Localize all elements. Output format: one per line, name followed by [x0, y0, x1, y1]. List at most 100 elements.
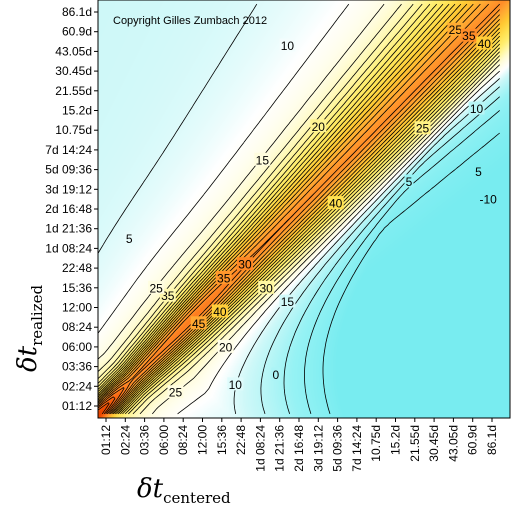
contour-label: 10: [470, 102, 484, 116]
contour-label: 25: [416, 122, 430, 136]
contour-label: -10: [479, 193, 497, 207]
x-axis-title: δtcentered: [137, 474, 231, 507]
x-tick-label: 10.75d: [369, 425, 383, 462]
contour-label-bg: [217, 339, 234, 353]
contour-label: 20: [312, 120, 326, 134]
contour-label-bg: [148, 280, 165, 294]
contour-line: [98, 387, 125, 415]
y-tick-label: 43.05d: [55, 44, 92, 58]
y-tick-label: 3d 19:12: [45, 182, 92, 196]
y-tick-label: 86.1d: [62, 5, 92, 19]
contour-label: 0: [272, 368, 279, 382]
y-tick-label: 08:24: [62, 320, 92, 334]
y-tick-label: 15:36: [62, 281, 92, 295]
x-tick-label: 43.05d: [446, 425, 460, 462]
y-tick-label: 1d 08:24: [45, 241, 92, 255]
x-tick-label: 03:36: [138, 425, 152, 455]
contour-label-bg: [476, 192, 500, 206]
x-tick-label: 15:36: [215, 425, 229, 455]
contour-line: [98, 402, 110, 415]
y-tick-label: 2d 16:48: [45, 202, 92, 216]
contour-line: [98, 3, 500, 415]
y-tick-label: 06:00: [62, 340, 92, 354]
contour-label-bg: [215, 270, 232, 284]
contour-label-bg: [258, 280, 275, 294]
y-tick-label: 5d 09:36: [45, 163, 92, 177]
contour-label-bg: [271, 367, 281, 381]
contour-label-bg: [124, 231, 134, 245]
contour-label: 45: [192, 317, 206, 331]
y-tick-label: 10.75d: [55, 123, 92, 137]
contour-line: [260, 86, 500, 415]
contour-label: 35: [217, 271, 231, 285]
y-tick-label: 01:12: [62, 399, 92, 413]
y-tick-label: 12:00: [62, 301, 92, 315]
contour-label: 10: [229, 378, 243, 392]
svg-text:δtrealized: δtrealized: [13, 285, 46, 372]
x-tick-label: 08:24: [176, 425, 190, 455]
contour-label-bg: [254, 152, 271, 166]
contour-line: [98, 3, 500, 415]
contour-label-bg: [310, 119, 327, 133]
contour-label: 30: [238, 258, 252, 272]
contour-label-bg: [167, 385, 184, 399]
y-tick-label: 30.45d: [55, 64, 92, 78]
svg-text:δtcentered: δtcentered: [137, 474, 231, 507]
contour-line: [98, 3, 500, 415]
contour-label: 5: [406, 175, 413, 189]
x-tick-label: 1d 21:36: [273, 425, 287, 472]
contour-line: [98, 3, 500, 415]
contour-label: 25: [449, 23, 463, 37]
contour-line: [98, 3, 500, 415]
contour-label-bg: [279, 294, 296, 308]
contour-label-bg: [468, 101, 485, 115]
contour-label: 5: [475, 165, 482, 179]
contour-line: [98, 3, 500, 415]
contour-line: [98, 3, 500, 415]
contour-label: 35: [161, 289, 175, 303]
contour-line: [322, 132, 500, 415]
x-tick-label: 22:48: [234, 425, 248, 455]
x-tick-label: 86.1d: [485, 425, 499, 455]
contour-label: 40: [213, 305, 227, 319]
y-axis-ticks: 01:12 02:24 03:36 06:00 08:24 12:00 15:36 22:48…: [45, 5, 98, 413]
x-tick-label: 5d 09:36: [331, 425, 345, 472]
contour-line: [98, 3, 500, 415]
y-tick-label: 21.55d: [55, 84, 92, 98]
x-tick-label: 12:00: [196, 425, 210, 455]
contour-line: [98, 3, 500, 415]
x-tick-label: 60.9d: [466, 425, 480, 455]
contour-label-bg: [190, 316, 207, 330]
x-tick-label: 15.2d: [389, 425, 403, 455]
contour-label: 40: [478, 37, 492, 51]
contour-label: 5: [126, 232, 133, 246]
contour-label: 30: [260, 281, 274, 295]
x-tick-label: 02:24: [118, 425, 132, 455]
contour-label: 10: [281, 39, 295, 53]
y-tick-label: 03:36: [62, 360, 92, 374]
x-tick-label: 30.45d: [427, 425, 441, 462]
x-tick-label: 21.55d: [408, 425, 422, 462]
copyright-text: Copyright Gilles Zumbach 2012: [113, 15, 267, 27]
contour-label-bg: [279, 38, 296, 52]
y-tick-label: 60.9d: [62, 25, 92, 39]
x-tick-label: 7d 14:24: [350, 425, 364, 472]
contour-label: 20: [219, 340, 233, 354]
x-tick-label: 2d 16:48: [292, 425, 306, 472]
contour-label: 15: [256, 153, 270, 167]
contour-label-bg: [414, 121, 431, 135]
contour-label-bg: [227, 377, 244, 391]
contour-label-bg: [211, 304, 228, 318]
contour-line: [98, 3, 500, 415]
x-tick-label: 06:00: [157, 425, 171, 455]
contour-label-bg: [476, 36, 493, 50]
y-axis-title: δtrealized: [13, 285, 46, 372]
x-tick-label: 1d 08:24: [253, 425, 267, 472]
contour-label: 25: [169, 386, 183, 400]
x-tick-label: 3d 19:12: [311, 425, 325, 472]
contour-label-bg: [404, 174, 414, 188]
contour-line: [98, 396, 116, 415]
contour-label: 15: [281, 295, 295, 309]
